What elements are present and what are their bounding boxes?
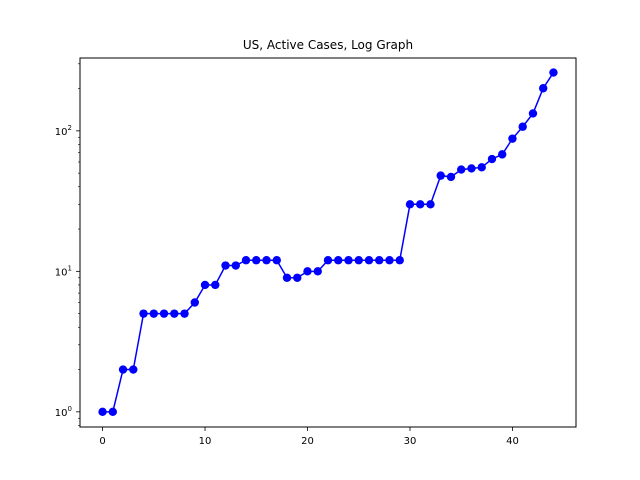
data-point (436, 171, 445, 180)
data-point (231, 261, 240, 270)
data-point (426, 200, 435, 209)
data-point (180, 309, 189, 318)
data-point (385, 256, 394, 265)
data-point (405, 200, 415, 209)
x-tick-label: 40 (506, 436, 519, 447)
data-point (416, 200, 425, 209)
data-point (364, 256, 374, 265)
data-point (528, 109, 538, 118)
x-tick-label: 30 (404, 436, 417, 447)
data-point (303, 267, 312, 276)
data-point (241, 256, 251, 265)
chart-title: US, Active Cases, Log Graph (243, 38, 413, 52)
data-point (313, 267, 322, 276)
axis-ticks: 0 10 20 30 40 100 101 102 (55, 63, 519, 447)
y-tick-label: 102 (55, 124, 72, 138)
x-tick-label: 10 (199, 436, 212, 447)
data-point (200, 280, 210, 290)
data-point (252, 256, 261, 265)
data-point (282, 273, 292, 282)
data-point (98, 407, 107, 417)
data-point (375, 256, 384, 265)
data-point (221, 261, 230, 270)
data-point (262, 256, 271, 265)
data-point (395, 256, 404, 265)
data-point (334, 256, 343, 265)
data-point (190, 298, 199, 307)
data-point (487, 154, 497, 164)
data-point (477, 163, 486, 172)
data-point (211, 280, 220, 290)
data-point (159, 309, 169, 318)
y-tick-label: 101 (55, 264, 72, 278)
data-point (272, 256, 281, 265)
data-point (467, 164, 476, 173)
data-point (129, 365, 138, 374)
y-tick-label: 100 (55, 405, 72, 419)
data-point (539, 84, 548, 93)
data-point (344, 256, 353, 265)
x-tick-label: 0 (99, 436, 105, 447)
data-point (323, 256, 333, 265)
data-point (508, 134, 517, 143)
data-point (446, 172, 456, 182)
data-point (139, 309, 148, 318)
data-point (354, 256, 363, 265)
data-point (498, 150, 507, 159)
data-point (108, 407, 117, 417)
x-tick-label: 20 (301, 436, 314, 447)
data-point (170, 309, 179, 318)
data-point (149, 309, 158, 318)
axes-frame (79, 57, 577, 428)
data-point (293, 273, 302, 282)
data-point (518, 122, 527, 131)
data-point (549, 68, 558, 77)
data-point (457, 165, 466, 174)
data-point (118, 365, 128, 374)
plot-area (98, 68, 558, 417)
